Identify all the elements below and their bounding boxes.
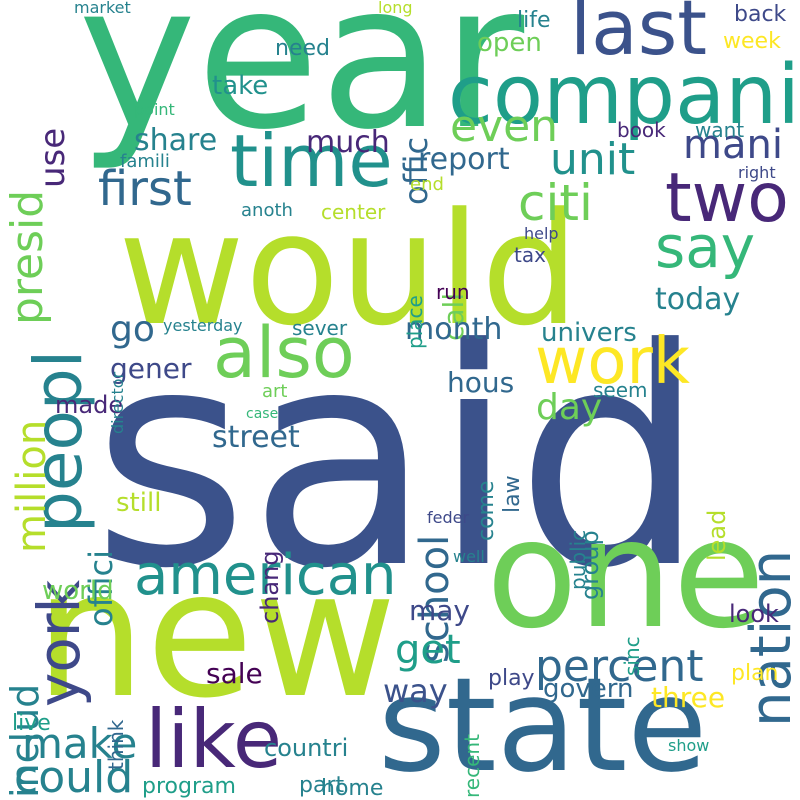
word-includ: includ <box>3 683 47 798</box>
word-million: million <box>9 419 55 553</box>
word-back: back <box>734 2 787 27</box>
word-month: month <box>405 312 503 347</box>
word-like: like <box>145 693 283 786</box>
word-center: center <box>321 200 386 224</box>
word-also: also <box>213 312 355 394</box>
word-week: week <box>723 29 781 54</box>
word-take: take <box>212 71 269 101</box>
word-one: one <box>486 488 766 662</box>
word-report: report <box>418 142 510 177</box>
word-help: help <box>524 224 559 243</box>
word-govern: govern <box>543 674 634 704</box>
word-law: law <box>500 475 525 513</box>
word-made: made <box>55 391 124 419</box>
word-feder: feder <box>427 508 470 527</box>
word-countri: countri <box>264 734 349 762</box>
word-mani: mani <box>683 122 783 168</box>
word-presid: presid <box>2 189 53 325</box>
word-end: end <box>410 174 444 195</box>
word-still: still <box>116 488 162 518</box>
word-make: make <box>22 719 138 768</box>
word-work: work <box>535 325 690 399</box>
word-american: american <box>134 543 397 608</box>
word-day: day <box>536 387 603 428</box>
word-book: book <box>617 118 666 142</box>
word-new: new <box>35 534 397 737</box>
word-citi: citi <box>518 174 593 232</box>
word-last: last <box>570 0 708 72</box>
word-look: look <box>729 600 779 628</box>
word-percent: percent <box>535 641 704 692</box>
word-much: much <box>306 125 390 160</box>
word-open: open <box>477 28 542 58</box>
word-recent: recent <box>460 734 484 798</box>
word-may: may <box>409 594 471 627</box>
word-first: first <box>98 161 192 217</box>
word-market: market <box>74 0 131 17</box>
word-want: want <box>695 118 745 142</box>
word-said: said <box>92 285 706 634</box>
word-say: say <box>655 213 756 281</box>
word-come: come <box>474 480 499 541</box>
word-street: street <box>212 420 300 455</box>
word-home: home <box>321 776 384 800</box>
word-place: place <box>403 295 427 349</box>
word-could: could <box>14 752 134 800</box>
word-use: use <box>33 127 73 188</box>
word-state: state <box>378 649 708 800</box>
word-go: go <box>110 309 155 350</box>
word-tax: tax <box>514 243 546 267</box>
word-play: play <box>488 666 535 691</box>
word-think: think <box>104 719 128 770</box>
word-case: case <box>246 406 279 422</box>
word-sale: sale <box>206 657 263 690</box>
word-share: share <box>134 123 218 158</box>
word-would: would <box>118 179 580 360</box>
word-sever: sever <box>292 316 348 340</box>
word-run: run <box>436 280 470 304</box>
word-director: director <box>108 371 127 434</box>
word-point: point <box>134 100 175 119</box>
word-two: two <box>665 159 789 238</box>
word-unit: unit <box>550 134 636 185</box>
word-year: year <box>78 0 525 174</box>
word-public: public <box>566 529 590 590</box>
word-gener: gener <box>110 352 192 385</box>
word-world: world <box>42 576 114 606</box>
word-three: three <box>651 681 726 714</box>
word-time: time <box>230 119 393 203</box>
word-way: way <box>383 672 448 710</box>
word-yesterday: yesterday <box>163 316 243 335</box>
word-chang: chang <box>256 550 284 624</box>
word-part: part <box>299 773 345 798</box>
word-live: live <box>12 711 51 736</box>
word-plan: plan <box>731 661 779 686</box>
word-show: show <box>668 736 710 755</box>
word-get: get <box>395 627 461 673</box>
word-art: art <box>262 381 288 402</box>
word-seem: seem <box>593 378 648 402</box>
word-even: even <box>450 101 559 152</box>
word-program: program <box>142 774 236 799</box>
word-famili: famili <box>120 151 170 172</box>
word-sinc: sinc <box>620 636 644 676</box>
word-compani: compani <box>447 48 800 143</box>
word-need: need <box>275 36 330 61</box>
word-well: well <box>453 547 485 566</box>
word-univers: univers <box>541 318 637 348</box>
word-nation: nation <box>739 549 800 727</box>
word-right: right <box>738 163 776 182</box>
word-lead: lead <box>703 509 731 561</box>
word-life: life <box>517 8 551 33</box>
word-anoth: anoth <box>241 200 293 221</box>
word-long: long <box>378 0 413 17</box>
word-hous: hous <box>447 366 515 399</box>
word-today: today <box>655 282 741 317</box>
